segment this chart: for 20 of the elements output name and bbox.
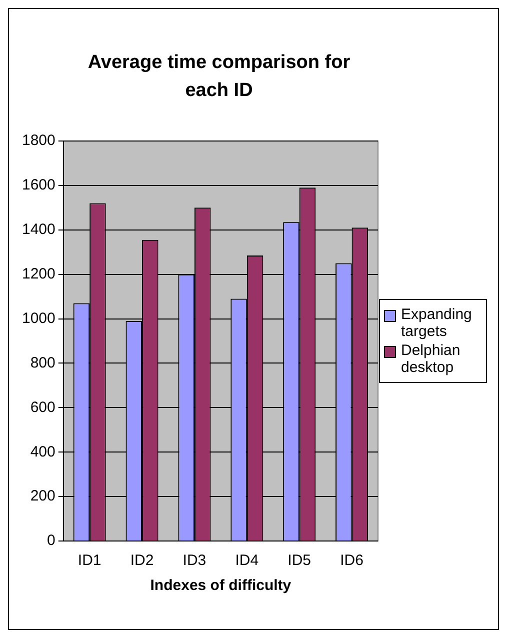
x-tick-label: ID5	[288, 552, 312, 570]
y-tick-label: 1600	[22, 176, 56, 194]
y-tick-label: 0	[47, 532, 56, 550]
x-tick-label: ID6	[340, 552, 364, 570]
x-tick-label: ID2	[130, 552, 154, 570]
x-tick-label: ID1	[78, 552, 102, 570]
chart-title: Average time comparison for each ID	[86, 51, 352, 103]
legend-label: Expanding targets	[401, 306, 473, 340]
y-tick-label: 1200	[22, 265, 56, 282]
x-axis-title: Indexes of difficulty	[150, 577, 292, 594]
y-tick-label: 800	[30, 354, 56, 372]
y-tick-label: 1400	[22, 221, 56, 238]
y-tick-label: 600	[30, 398, 56, 416]
y-tick-label: 1000	[22, 310, 56, 327]
y-tick-label: 200	[30, 488, 56, 505]
legend-label: Delphian desktop	[401, 342, 462, 376]
y-tick-label: 400	[30, 443, 56, 460]
y-tick-label: 1800	[22, 132, 56, 150]
x-tick-label: ID3	[182, 552, 206, 570]
x-tick-label: ID4	[235, 552, 259, 570]
